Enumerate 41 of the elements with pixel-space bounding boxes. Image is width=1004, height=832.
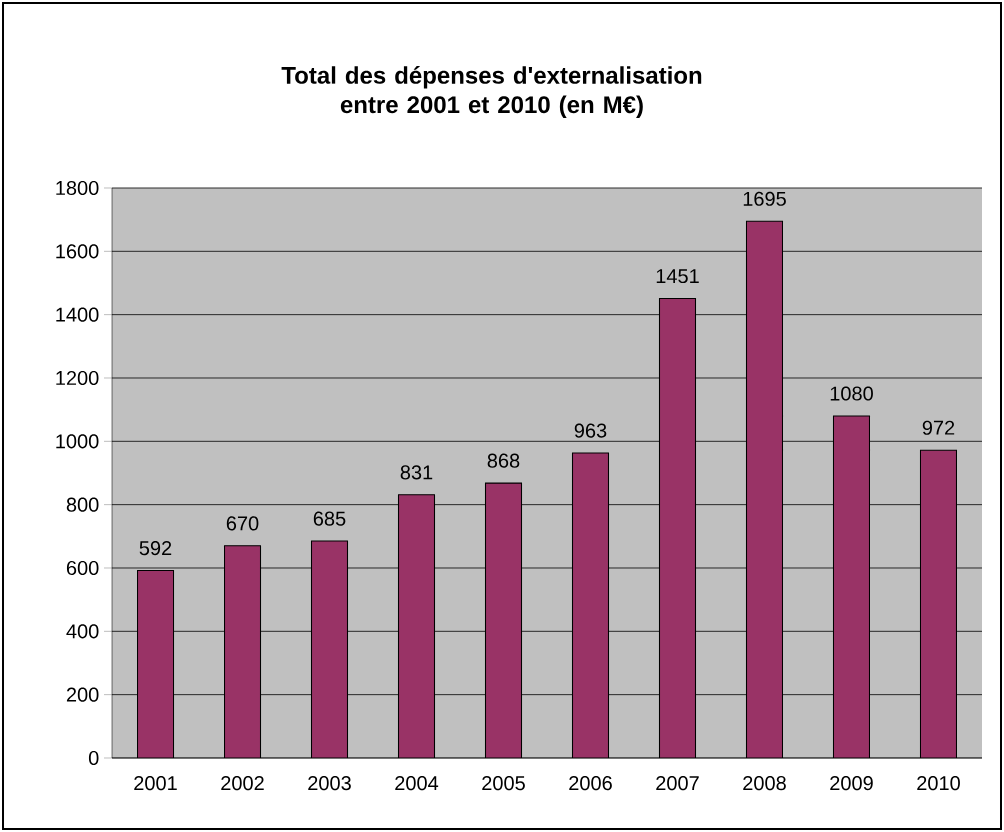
y-tick-label: 0 — [88, 750, 99, 766]
data-label: 972 — [922, 420, 955, 435]
x-tick-label: 2006 — [569, 776, 612, 791]
data-label: 831 — [400, 465, 433, 480]
x-tick-label: 2010 — [917, 776, 960, 791]
data-label: 670 — [226, 516, 259, 531]
bar — [223, 545, 262, 758]
data-label: 868 — [487, 453, 520, 468]
y-tick-label: 1000 — [56, 434, 99, 449]
x-tick-label: 2001 — [134, 776, 177, 791]
x-tick-label: 2004 — [395, 776, 439, 791]
bar — [484, 482, 523, 758]
bar — [397, 494, 436, 758]
y-tick-label: 600 — [66, 560, 99, 576]
x-tick-label: 2002 — [221, 776, 264, 791]
bar — [832, 415, 871, 758]
bar — [310, 540, 349, 758]
y-tick-label: 1200 — [56, 370, 99, 386]
bar — [571, 452, 610, 758]
x-tick-label: 2007 — [656, 776, 699, 791]
y-tick-label: 400 — [66, 624, 99, 639]
y-tick-label: 200 — [66, 687, 99, 702]
bar — [745, 220, 784, 758]
data-label: 963 — [574, 423, 607, 438]
x-tick-label: 2008 — [743, 776, 786, 791]
data-label: 1080 — [830, 386, 873, 401]
y-tick-label: 1800 — [56, 180, 99, 196]
bar — [658, 297, 697, 758]
y-tick-label: 1600 — [56, 244, 99, 259]
data-label: 1695 — [743, 191, 786, 206]
chart-title: Total des dépenses d'externalisation entre 2001 et 2010 (en M€) — [281, 66, 702, 118]
data-label: 592 — [139, 540, 172, 556]
y-tick-label: 1400 — [56, 307, 99, 322]
x-tick-label: 2003 — [308, 776, 351, 791]
x-tick-label: 2009 — [830, 776, 873, 791]
data-label: 685 — [313, 511, 346, 526]
bar — [136, 569, 175, 758]
x-tick-label: 2005 — [482, 776, 525, 791]
bar — [919, 449, 958, 758]
y-tick-label: 800 — [66, 497, 99, 512]
data-label: 1451 — [656, 269, 699, 284]
